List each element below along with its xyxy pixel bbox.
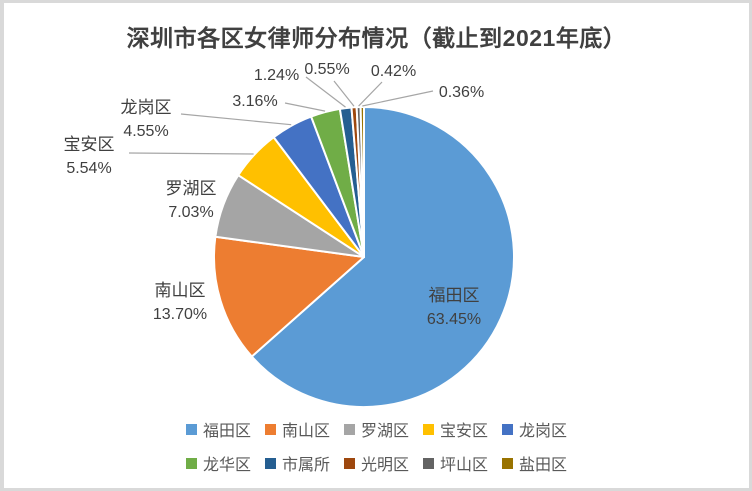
pie-slice-1[interactable] bbox=[213, 235, 365, 358]
legend-item-7[interactable]: 光明区 bbox=[343, 451, 409, 475]
legend-row-1: 福田区 南山区 罗湖区 宝安区 龙岗区 bbox=[4, 417, 749, 441]
legend-swatch-icon bbox=[502, 457, 514, 469]
legend-swatch-icon bbox=[185, 423, 197, 435]
legend-row-2: 龙华区 市属所 光明区 坪山区 盐田区 bbox=[4, 451, 749, 475]
legend-item-6[interactable]: 市属所 bbox=[264, 451, 330, 475]
legend-label: 龙华区 bbox=[202, 457, 251, 474]
legend-swatch-icon bbox=[343, 423, 355, 435]
legend-item-0[interactable]: 福田区 bbox=[185, 417, 251, 441]
legend-swatch-icon bbox=[423, 423, 434, 435]
legend-item-8[interactable]: 坪山区 bbox=[423, 451, 488, 475]
pie-slice-0[interactable] bbox=[250, 106, 515, 408]
legend-item-5[interactable]: 龙华区 bbox=[185, 451, 251, 475]
leader-line-8 bbox=[358, 81, 383, 107]
leader-line-5 bbox=[284, 102, 326, 112]
legend-item-9[interactable]: 盐田区 bbox=[502, 451, 567, 475]
legend-swatch-icon bbox=[502, 423, 514, 435]
legend-label: 罗湖区 bbox=[360, 423, 409, 440]
legend-item-3[interactable]: 宝安区 bbox=[423, 417, 488, 441]
legend-label: 福田区 bbox=[202, 423, 251, 440]
legend-swatch-icon bbox=[264, 457, 276, 469]
legend-label: 盐田区 bbox=[519, 457, 568, 474]
legend-swatch-icon bbox=[343, 457, 355, 469]
legend-swatch-icon bbox=[264, 423, 276, 435]
leader-line-7 bbox=[333, 80, 355, 107]
legend-item-1[interactable]: 南山区 bbox=[264, 417, 330, 441]
pie-chart bbox=[128, 76, 515, 408]
legend-label: 龙岗区 bbox=[519, 423, 568, 440]
legend-label: 光明区 bbox=[360, 457, 409, 474]
legend-item-2[interactable]: 罗湖区 bbox=[343, 417, 409, 441]
legend-label: 宝安区 bbox=[440, 423, 489, 440]
leader-line-6 bbox=[305, 76, 346, 108]
chart-title: 深圳市各区女律师分布情况（截止到2021年底） bbox=[126, 25, 627, 51]
legend-swatch-icon bbox=[185, 457, 197, 469]
leader-line-4 bbox=[180, 113, 292, 126]
legend-item-4[interactable]: 龙岗区 bbox=[502, 417, 567, 441]
leader-line-9 bbox=[362, 90, 434, 107]
legend-label: 坪山区 bbox=[440, 457, 489, 474]
legend-swatch-icon bbox=[423, 457, 434, 469]
legend-label: 南山区 bbox=[281, 423, 330, 440]
legend-label: 市属所 bbox=[281, 457, 330, 474]
leader-line-3 bbox=[128, 152, 254, 155]
pie-slice-9[interactable] bbox=[359, 106, 365, 258]
